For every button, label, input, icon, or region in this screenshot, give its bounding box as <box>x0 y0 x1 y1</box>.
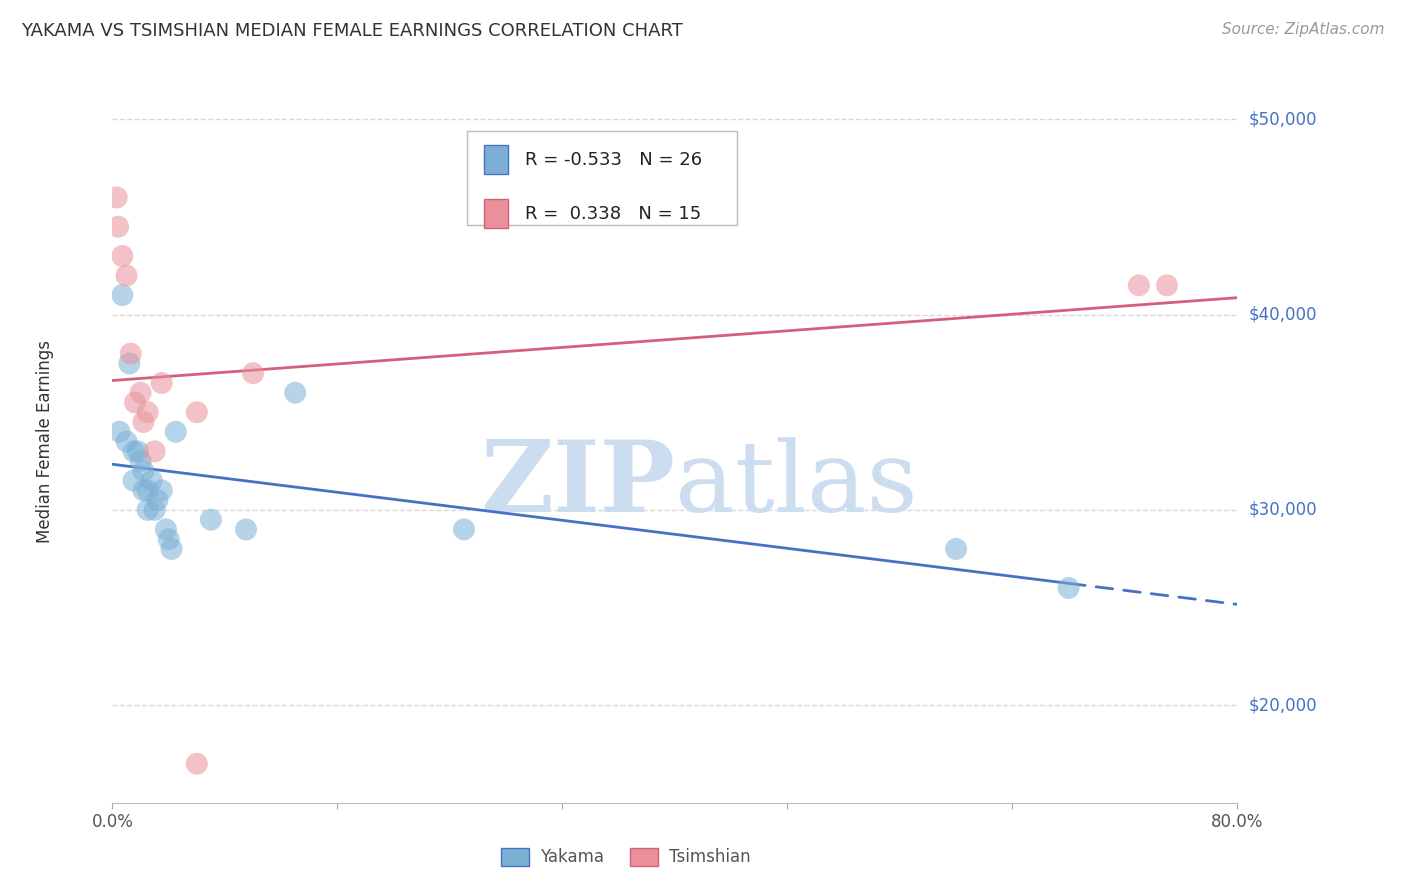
Point <box>1128 278 1150 293</box>
Point <box>150 376 173 390</box>
Point <box>105 190 128 204</box>
Point <box>235 523 257 537</box>
FancyBboxPatch shape <box>501 848 529 866</box>
Point <box>200 513 222 527</box>
Point <box>122 444 145 458</box>
Point <box>132 415 155 429</box>
Point <box>132 483 155 498</box>
Point <box>136 405 159 419</box>
Point <box>146 493 169 508</box>
Point <box>136 483 159 498</box>
Text: Tsimshian: Tsimshian <box>669 848 751 866</box>
FancyBboxPatch shape <box>484 145 509 174</box>
Point <box>160 541 183 556</box>
FancyBboxPatch shape <box>484 200 509 228</box>
Point <box>155 523 177 537</box>
Point <box>124 395 146 409</box>
Point <box>108 425 131 439</box>
Point <box>1156 278 1178 293</box>
Text: Median Female Earnings: Median Female Earnings <box>37 340 53 543</box>
Text: $20,000: $20,000 <box>1249 696 1317 714</box>
Text: $30,000: $30,000 <box>1249 501 1317 519</box>
Point <box>129 454 152 468</box>
Point <box>136 503 159 517</box>
Point <box>186 405 208 419</box>
FancyBboxPatch shape <box>630 848 658 866</box>
Text: Yakama: Yakama <box>540 848 605 866</box>
Text: atlas: atlas <box>675 437 918 533</box>
Text: Source: ZipAtlas.com: Source: ZipAtlas.com <box>1222 22 1385 37</box>
Point <box>111 249 134 263</box>
Point <box>115 434 138 449</box>
Point <box>115 268 138 283</box>
Point <box>453 523 475 537</box>
Point <box>150 483 173 498</box>
Point <box>120 346 142 360</box>
Text: $50,000: $50,000 <box>1249 111 1317 128</box>
Point <box>143 444 166 458</box>
Point <box>157 532 180 546</box>
Point <box>242 366 264 380</box>
Text: YAKAMA VS TSIMSHIAN MEDIAN FEMALE EARNINGS CORRELATION CHART: YAKAMA VS TSIMSHIAN MEDIAN FEMALE EARNIN… <box>21 22 683 40</box>
Point <box>141 474 163 488</box>
FancyBboxPatch shape <box>467 131 737 225</box>
Point <box>129 385 152 400</box>
Point <box>122 474 145 488</box>
Point <box>111 288 134 302</box>
Text: $40,000: $40,000 <box>1249 306 1317 324</box>
Point <box>127 444 149 458</box>
Point <box>118 356 141 370</box>
Point <box>945 541 967 556</box>
Point <box>132 464 155 478</box>
Point <box>186 756 208 771</box>
Text: R =  0.338   N = 15: R = 0.338 N = 15 <box>526 205 702 223</box>
Point <box>143 503 166 517</box>
Point <box>165 425 187 439</box>
Point <box>107 219 129 234</box>
Point <box>284 385 307 400</box>
Text: ZIP: ZIP <box>479 436 675 533</box>
Text: R = -0.533   N = 26: R = -0.533 N = 26 <box>526 151 703 169</box>
Point <box>1057 581 1080 595</box>
